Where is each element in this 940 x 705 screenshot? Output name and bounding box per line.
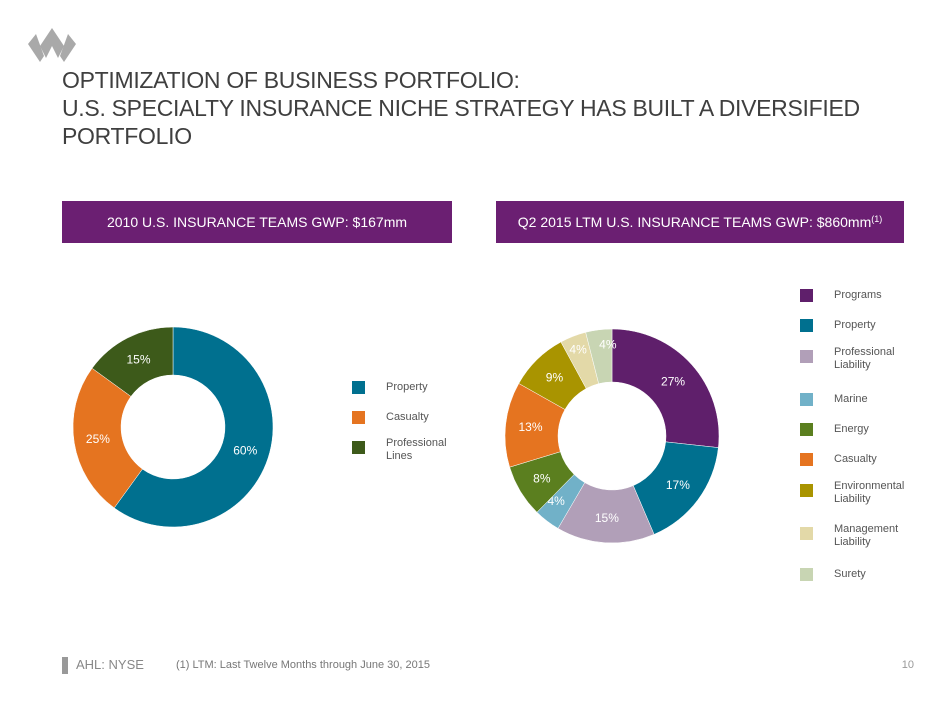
legend-swatch-casualty [800,453,813,466]
donut-slice-programs [611,328,720,448]
donut-slice-casualty [72,367,143,509]
legend-label-marine: Marine [834,393,868,405]
donut-label-management-liability: 4% [569,343,587,357]
legend-swatch-professional-lines [352,441,365,454]
company-logo-icon [28,28,76,62]
right-chart-title-footnote-ref: (1) [871,214,883,224]
legend-swatch-energy [800,423,813,436]
left-chart-title: 2010 U.S. INSURANCE TEAMS GWP: $167mm [106,214,408,230]
footer-ticker-mark [62,657,68,674]
legend-swatch-property [352,381,365,394]
legend-swatch-environmental-liability [800,484,813,497]
legend-label-management-liability: Management Liability [834,523,899,548]
page-title: OPTIMIZATION OF BUSINESS PORTFOLIO: U.S.… [62,66,862,150]
donut-label-property: 17% [666,478,690,492]
legend-swatch-professional-liability [800,350,813,363]
legend-label-energy: Energy [834,423,869,435]
donut-label-energy: 8% [533,471,551,485]
right-chart-title-bar: Q2 2015 LTM U.S. INSURANCE TEAMS GWP: $8… [496,201,904,243]
donut-label-programs: 27% [661,374,685,388]
donut-label-professional-lines: 15% [126,352,150,366]
legend-label-programs: Programs [834,289,882,301]
donut-label-professional-liability: 15% [595,511,619,525]
right-chart-title: Q2 2015 LTM U.S. INSURANCE TEAMS GWP: $8… [517,214,872,230]
legend-label-casualty: Casualty [386,411,429,423]
legend-label-professional-lines: Professional Lines [386,437,447,462]
donut-slice-property [113,326,274,528]
footnote: (1) LTM: Last Twelve Months through June… [176,659,430,671]
donut-label-marine: 4% [547,494,565,508]
donut-slice-surety [585,328,613,384]
legend-label-surety: Surety [834,568,866,580]
legend-swatch-programs [800,289,813,302]
donut-label-casualty: 25% [86,432,110,446]
legend-swatch-marine [800,393,813,406]
donut-label-property: 60% [233,443,257,457]
legend-label-environmental-liability: Environmental Liability [834,480,905,505]
legend-label-property: Property [834,319,876,331]
title-line-3: PORTFOLIO [62,123,192,149]
donut-slice-professional-lines [91,326,174,397]
legend-label-professional-liability: Professional Liability [834,346,895,371]
donut-label-casualty: 13% [518,420,542,434]
footer-ticker: AHL: NYSE [76,657,144,672]
legend-swatch-surety [800,568,813,581]
legend-swatch-casualty [352,411,365,424]
legend-swatch-property [800,319,813,332]
title-line-1: OPTIMIZATION OF BUSINESS PORTFOLIO: [62,67,520,93]
legend-label-property: Property [386,381,428,393]
legend-swatch-management-liability [800,527,813,540]
title-line-2: U.S. SPECIALTY INSURANCE NICHE STRATEGY … [62,95,860,121]
legend-label-casualty: Casualty [834,453,877,465]
page-number: 10 [901,659,914,671]
left-chart-title-bar: 2010 U.S. INSURANCE TEAMS GWP: $167mm [62,201,452,243]
donut-label-environmental-liability: 9% [546,371,564,385]
donut-label-surety: 4% [599,338,617,352]
